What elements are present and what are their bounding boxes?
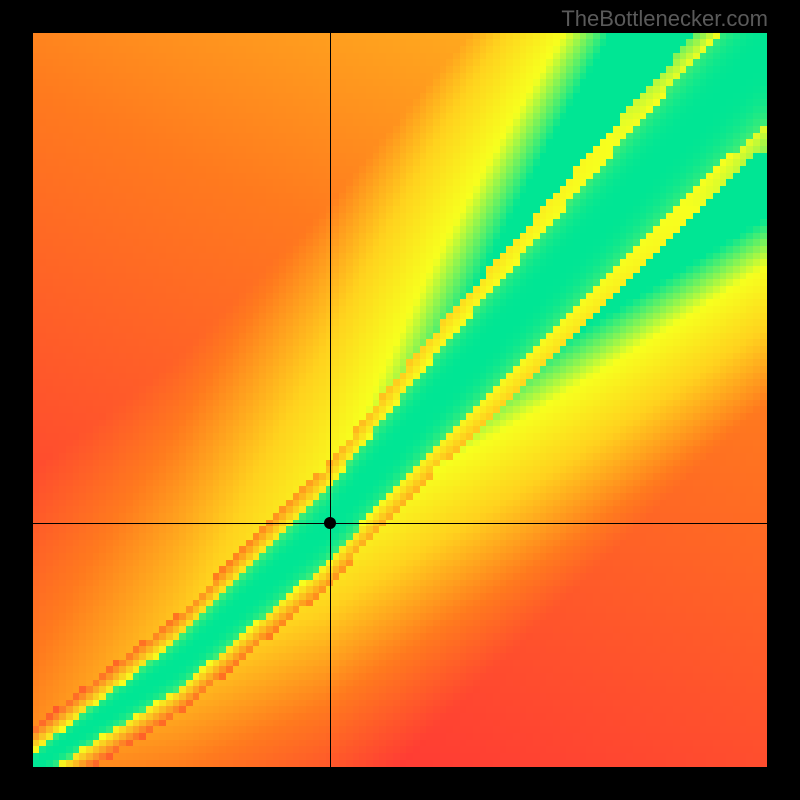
crosshair-vertical [330,33,331,767]
heatmap-canvas [33,33,767,767]
figure-root: TheBottlenecker.com [0,0,800,800]
crosshair-horizontal [33,523,767,524]
heatmap-plot [33,33,767,767]
watermark-text: TheBottlenecker.com [561,6,768,32]
data-point-marker [324,517,336,529]
